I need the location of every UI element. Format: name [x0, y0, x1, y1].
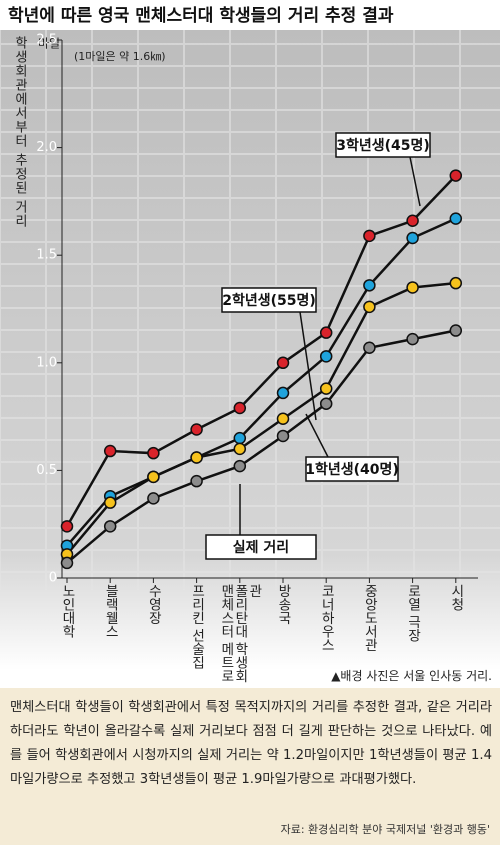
source: 자료: 환경심리학 분야 국제저널 '환경과 행동'	[280, 823, 490, 836]
x-tick-label: 블랙웰스	[102, 584, 119, 638]
x-tick-label: 노인대학	[59, 584, 75, 638]
y-tick-label: 2.5	[36, 33, 57, 48]
note: (1마일은 약 1.6㎞)	[74, 49, 166, 63]
y-axis-label: 학생회관에서부터 추정된 거리	[12, 36, 27, 229]
point	[276, 386, 290, 400]
y-tick-label: 1.0	[36, 355, 57, 370]
point	[147, 470, 160, 484]
point	[406, 281, 419, 294]
legend-label: 2학년생(55명)	[222, 292, 316, 309]
leader-lines	[239, 156, 421, 536]
point	[449, 169, 463, 182]
x-tick-label: 수영장	[145, 584, 162, 625]
point	[233, 431, 247, 445]
point	[103, 520, 117, 533]
point	[190, 423, 203, 436]
caption: 맨체스터대 학생들이 학생회관에서 특정 목적지까지의 거리를 추정한 결과, …	[10, 700, 492, 787]
point	[319, 397, 333, 410]
point	[103, 496, 117, 509]
legend-box	[335, 132, 431, 158]
point	[363, 341, 376, 354]
point	[233, 442, 247, 456]
y-tick-label: 2.0	[36, 140, 57, 155]
x-tick-label: 중앙도서관	[361, 584, 378, 652]
point	[449, 276, 463, 290]
point	[147, 446, 160, 460]
point	[449, 212, 463, 225]
point	[406, 231, 419, 245]
legend-label: 3학년생(45명)	[336, 137, 430, 154]
point	[406, 332, 419, 346]
point	[363, 279, 376, 292]
x-tick-label: 방송국	[275, 584, 291, 625]
point	[449, 324, 463, 337]
point	[103, 444, 117, 458]
y-unit: 마일	[38, 37, 60, 51]
point	[319, 326, 333, 339]
point	[319, 350, 333, 363]
x-tick-label: 코너하우스	[318, 584, 335, 652]
x-tick-label: 맨체스터 메트로폴리탄대 학생회관	[217, 584, 262, 683]
series-line	[66, 217, 457, 547]
x-tick-label: 프리킨 선술집	[188, 584, 205, 670]
point	[60, 556, 74, 570]
point	[276, 356, 290, 370]
y-tick-label: 0	[49, 571, 57, 586]
photo-credit: ▲배경 사진은 서울 인사동 거리.	[331, 669, 492, 683]
point	[233, 459, 247, 473]
chart: 학년에 따른 영국 맨체스터대 학생들의 거리 추정 결과 마일 (1마일은 약…	[0, 6, 500, 670]
y-tick-label: 0.5	[36, 463, 57, 478]
x-tick-label: 시청	[447, 584, 464, 611]
series-line	[66, 329, 457, 564]
legend-label: 1학년생(40명)	[305, 461, 399, 478]
point	[276, 412, 290, 426]
point	[276, 429, 290, 443]
legend-box	[305, 456, 399, 482]
series-line	[65, 174, 457, 527]
point	[319, 382, 333, 395]
point	[147, 492, 160, 505]
x-tick-label: 로열 극장	[404, 584, 421, 643]
point	[190, 474, 203, 488]
point	[363, 300, 376, 314]
point	[363, 229, 376, 243]
y-tick-label: 1.5	[36, 248, 57, 263]
legend-box	[221, 287, 317, 313]
legend-box	[205, 534, 317, 560]
point	[60, 520, 74, 533]
series-line	[66, 281, 456, 556]
point	[406, 214, 419, 228]
legend-label: 실제 거리	[233, 540, 289, 556]
title: 학년에 따른 영국 맨체스터대 학생들의 거리 추정 결과	[8, 6, 394, 26]
point	[190, 451, 203, 464]
caption-box: 맨체스터대 학생들이 학생회관에서 특정 목적지까지의 거리를 추정한 결과, …	[0, 688, 500, 845]
point	[233, 401, 247, 415]
